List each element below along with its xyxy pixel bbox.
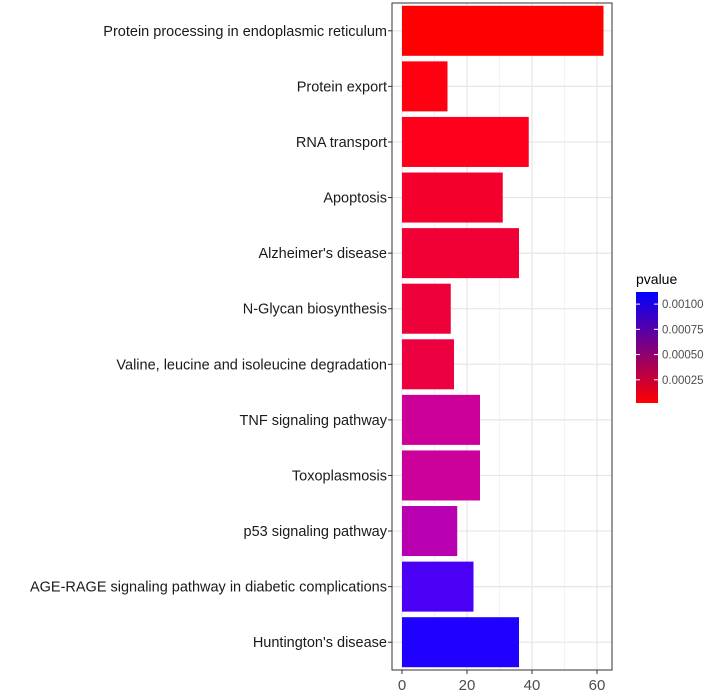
y-tick-label: Apoptosis bbox=[323, 191, 387, 207]
y-tick-label: Alzheimer's disease bbox=[259, 246, 388, 262]
y-tick-label: AGE-RAGE signaling pathway in diabetic c… bbox=[30, 580, 387, 596]
bars bbox=[402, 5, 604, 668]
legend-title: pvalue bbox=[636, 271, 677, 287]
bar bbox=[402, 5, 604, 56]
y-tick-label: Huntington's disease bbox=[253, 635, 387, 651]
y-tick-label: TNF signaling pathway bbox=[240, 413, 388, 429]
legend-tick-label: 0.00050 bbox=[662, 350, 704, 362]
x-tick-label: 20 bbox=[459, 677, 476, 694]
x-axis: 0 20 40 60 bbox=[398, 670, 606, 694]
legend-ticks: 0.00025 0.00050 0.00075 0.00100 bbox=[636, 299, 704, 387]
y-tick-label: p53 signaling pathway bbox=[244, 524, 388, 540]
bar bbox=[402, 506, 458, 557]
bar bbox=[402, 228, 519, 279]
bar bbox=[402, 116, 529, 167]
bar bbox=[402, 172, 503, 223]
bar bbox=[402, 283, 451, 334]
y-tick-label: Valine, leucine and isoleucine degradati… bbox=[116, 357, 387, 373]
legend-tick-label: 0.00100 bbox=[662, 299, 704, 311]
y-tick-label: Toxoplasmosis bbox=[292, 468, 387, 484]
legend-tick-label: 0.00025 bbox=[662, 375, 704, 387]
legend-colorbar bbox=[636, 292, 658, 403]
y-tick-label: Protein processing in endoplasmic reticu… bbox=[103, 24, 387, 40]
x-tick-label: 40 bbox=[524, 677, 541, 694]
bar bbox=[402, 561, 474, 612]
plot-panel-border bbox=[391, 2, 613, 671]
bar bbox=[402, 450, 480, 501]
x-tick-label: 0 bbox=[398, 677, 406, 694]
y-tick-label: Protein export bbox=[297, 79, 387, 95]
bar bbox=[402, 339, 454, 390]
y-axis: Protein processing in endoplasmic reticu… bbox=[30, 24, 392, 651]
plot-background bbox=[392, 3, 612, 670]
bar bbox=[402, 394, 480, 445]
bar bbox=[402, 61, 448, 112]
legend-tick-label: 0.00075 bbox=[662, 324, 704, 336]
y-tick-label: N-Glycan biosynthesis bbox=[243, 302, 387, 318]
x-tick-label: 60 bbox=[589, 677, 606, 694]
y-tick-label: RNA transport bbox=[296, 135, 387, 151]
legend: pvalue 0.00025 0.00050 0.00075 0.00100 bbox=[636, 271, 704, 403]
bar bbox=[402, 617, 519, 668]
